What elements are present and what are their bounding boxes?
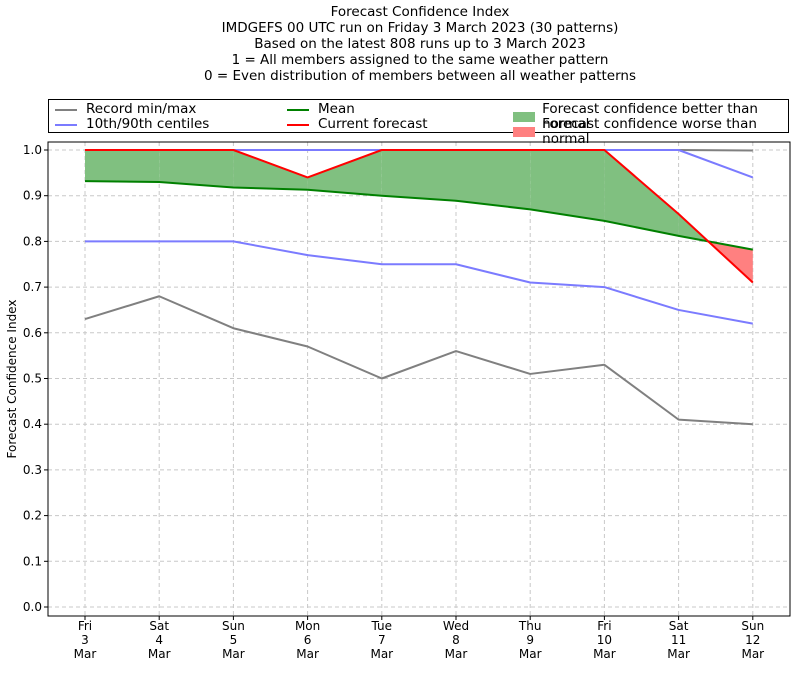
series-line-record-min [84,295,753,426]
y-tick-label: 0.6 [23,326,42,340]
x-tick-label: Thu [518,619,542,633]
legend-current-swatch [287,123,309,126]
x-tick-label: Sun [741,619,764,633]
chart-legend: Record min/max 10th/90th centiles Mean C… [48,99,789,147]
x-tick-label: 8 [452,633,460,647]
chart-title-block: Forecast Confidence Index IMDGEFS 00 UTC… [0,4,800,84]
legend-mean-label: Mean [318,101,355,117]
x-tick-label: Fri [78,619,92,633]
legend-item-current: Current forecast [287,117,428,132]
x-tick-label: 9 [526,633,534,647]
y-tick-label: 0.9 [23,189,42,203]
x-tick-label: Mar [222,647,245,661]
axes: 0.00.10.20.30.40.50.60.70.80.91.0Fri3Mar… [23,143,764,661]
x-tick-label: Mar [445,647,468,661]
series-line-current-forecast [85,149,754,284]
series-line-mean [84,180,753,251]
x-tick-label: Mar [296,647,319,661]
legend-better-swatch [513,112,536,122]
legend-mean-swatch [287,108,309,111]
chart-title: Forecast Confidence Index [330,4,510,20]
x-tick-label: Mon [295,619,320,633]
x-tick-label: 10 [597,633,612,647]
x-tick-label: Sun [222,619,245,633]
series-line-10th-centile [85,240,753,325]
x-tick-label: Mar [370,647,393,661]
y-tick-label: 0.5 [23,372,42,386]
legend-record-label: Record min/max [86,101,197,117]
x-tick-label: 6 [304,633,312,647]
x-tick-label: Sat [149,619,169,633]
chart-subtitle-run: IMDGEFS 00 UTC run on Friday 3 March 202… [221,20,619,36]
x-tick-label: 11 [671,633,686,647]
x-tick-label: Mar [667,647,690,661]
fill-better-segment [85,150,160,182]
y-tick-label: 0.4 [23,417,42,431]
y-tick-label: 0.2 [23,509,42,523]
legend-centiles-swatch [55,123,77,126]
legend-item-worse: Forecast confidence worse than normal [513,117,788,147]
fill-better-segment [233,150,308,190]
fill-better-segment [307,150,382,196]
y-tick-label: 0.3 [23,463,42,477]
legend-item-better: Forecast confidence better than normal [513,102,788,132]
x-tick-label: Tue [371,619,393,633]
y-axis-label: Forecast Confidence Index [5,300,19,459]
legend-record-swatch [55,108,77,111]
x-tick-label: Mar [74,647,97,661]
legend-item-record: Record min/max [55,102,196,117]
y-tick-label: 0.8 [23,234,42,248]
y-tick-label: 1.0 [23,143,42,157]
legend-current-label: Current forecast [318,116,428,132]
y-tick-label: 0.1 [23,554,42,568]
legend-better-label: Forecast confidence better than normal [542,101,758,132]
x-tick-label: 12 [745,633,760,647]
x-tick-label: Mar [741,647,764,661]
fill-better-segment [159,150,234,188]
legend-worse-label: Forecast confidence worse than normal [542,116,757,147]
x-tick-label: Wed [443,619,469,633]
x-tick-label: Mar [148,647,171,661]
confidence-fills [85,150,753,283]
legend-item-mean: Mean [287,102,355,117]
y-tick-label: 0.0 [23,600,42,614]
chart-subtitle-basis: Based on the latest 808 runs up to 3 Mar… [254,36,586,52]
fill-better-segment [381,150,456,201]
chart-subtitle-scale-min: 0 = Even distribution of members between… [203,68,637,84]
x-tick-label: 4 [155,633,163,647]
x-tick-label: Mar [519,647,542,661]
y-tick-label: 0.7 [23,280,42,294]
x-tick-label: 3 [81,633,89,647]
series-lines [84,149,754,426]
x-tick-label: Fri [597,619,611,633]
legend-worse-swatch [513,127,536,137]
fill-better-segment [604,150,679,236]
fill-better-segment [530,150,605,221]
x-tick-label: Mar [593,647,616,661]
fill-better-segment [456,150,531,210]
x-tick-label: 7 [378,633,386,647]
legend-centiles-label: 10th/90th centiles [86,116,210,132]
x-tick-label: 5 [230,633,238,647]
legend-item-centiles: 10th/90th centiles [55,117,209,132]
x-tick-label: Sat [669,619,689,633]
chart-subtitle-scale-max: 1 = All members assigned to the same wea… [231,52,609,68]
